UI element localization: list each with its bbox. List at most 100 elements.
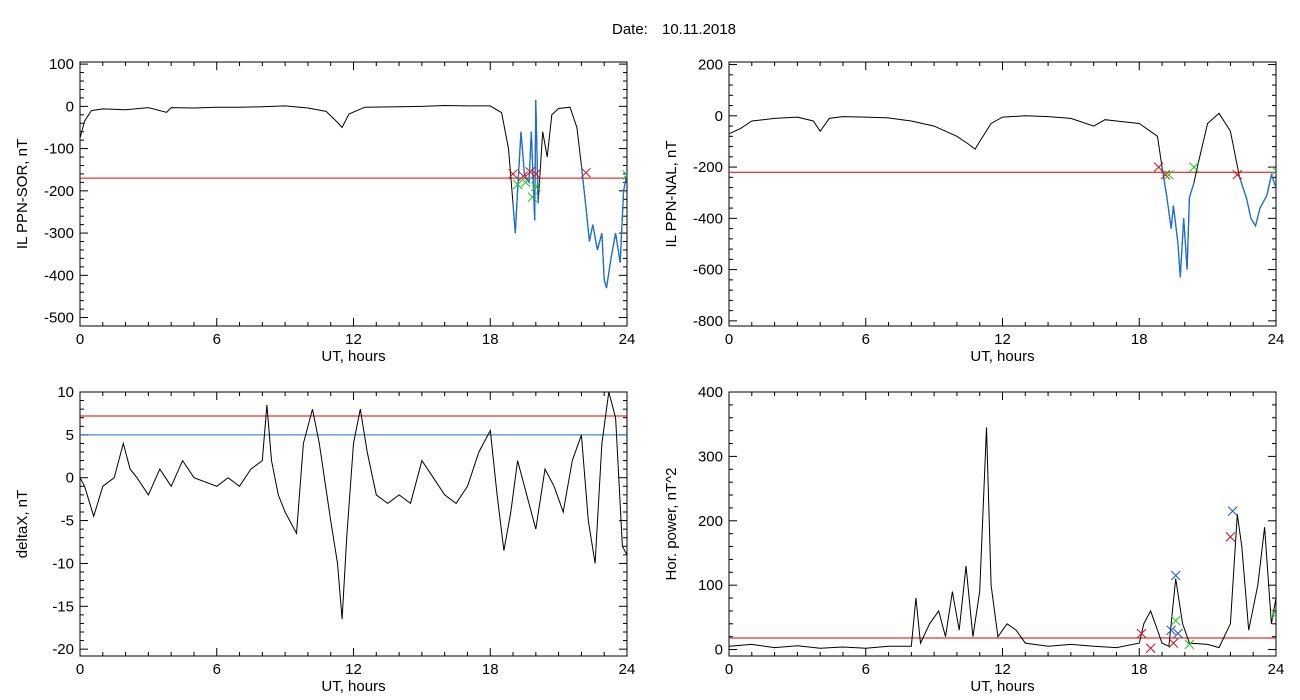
marker-blue-x (1227, 506, 1238, 516)
y-tick-label: -400 (44, 267, 74, 284)
marker-blue-x (1170, 570, 1181, 581)
x-tick-label: 24 (1268, 661, 1285, 678)
marker-green-x (1271, 166, 1276, 176)
marker-red-x (525, 166, 535, 177)
marker-stroke (1227, 506, 1238, 516)
y-tick-label: -5 (61, 513, 74, 530)
x-tick-label: 6 (862, 331, 870, 348)
marker-red-x (1136, 628, 1147, 639)
y-tick-label: -10 (52, 555, 74, 572)
y-axis-label: Hor. power, nT^2 (663, 468, 680, 581)
x-tick-label: 6 (213, 331, 221, 348)
series-blue-segment (580, 165, 627, 289)
panel-ppn-nal: 0 6 12 18 24 200 0 -200 -400 -600 -800 UT, hours IL … (663, 57, 1284, 365)
y-tick-label: 0 (715, 642, 723, 659)
x-tick-label: 24 (619, 331, 636, 348)
marker-red-x (1145, 643, 1156, 654)
x-tick-label: 18 (482, 661, 499, 678)
x-tick-label: 18 (1131, 331, 1148, 348)
marker-stroke (1170, 570, 1181, 581)
date-value: 10.11.2018 (662, 21, 736, 38)
series-line (80, 392, 627, 620)
series-line (729, 427, 1276, 649)
plot-frame (728, 391, 1277, 657)
data-area (729, 427, 1276, 654)
marker-red-x (1153, 162, 1164, 172)
x-tick-label: 18 (1131, 661, 1148, 678)
y-tick-label: -500 (44, 310, 74, 327)
panel-hor-power: 0 6 12 18 24 400 300 200 100 0 UT, hours Hor. power… (663, 384, 1284, 695)
marker-stroke (1271, 613, 1276, 619)
x-tick-label: 0 (76, 331, 84, 348)
x-axis-label: UT, hours (970, 348, 1034, 365)
marker-stroke (1189, 162, 1199, 172)
y-tick-label: 0 (715, 108, 723, 125)
marker-blue-x (1166, 625, 1177, 636)
y-tick-label: 10 (57, 384, 74, 401)
y-tick-label: -15 (52, 598, 74, 615)
plot-frame (728, 61, 1277, 327)
y-tick-label: 400 (698, 384, 723, 401)
x-tick-label: 18 (482, 331, 499, 348)
y-tick-label: 0 (66, 470, 74, 487)
y-tick-label: 5 (66, 427, 74, 444)
plot-frame (79, 61, 628, 327)
y-tick-label: 200 (698, 57, 723, 74)
marker-stroke (622, 174, 627, 180)
marker-green-x (622, 169, 627, 180)
marker-stroke (530, 181, 541, 192)
marker-blue-x (1173, 628, 1183, 639)
marker-stroke (530, 169, 541, 179)
series-blue-segment (1238, 172, 1276, 228)
marker-stroke (1232, 169, 1243, 180)
x-axis-label: UT, hours (970, 678, 1034, 695)
y-tick-label: -800 (693, 313, 723, 330)
marker-green-x (527, 192, 538, 203)
date-label: Date: (612, 21, 648, 38)
marker-red-x (530, 169, 541, 179)
marker-stroke (1166, 625, 1177, 636)
y-axis-label: IL PPN-NAL, nT (663, 141, 680, 248)
panel-ppn-sor: 0 6 12 18 24 100 0 -100 -200 -300 -400 -500 UT, hour… (14, 56, 635, 365)
marker-red-x (1168, 638, 1179, 648)
x-tick-label: 0 (725, 661, 733, 678)
x-tick-label: 6 (213, 661, 221, 678)
marker-stroke (1153, 162, 1164, 172)
marker-stroke (622, 169, 627, 176)
y-tick-label: -200 (693, 159, 723, 176)
marker-stroke (1271, 170, 1276, 176)
x-axis-label: UT, hours (321, 348, 385, 365)
marker-stroke (1225, 532, 1236, 542)
series-blue-segment (1161, 166, 1195, 278)
x-tick-label: 12 (345, 331, 362, 348)
marker-green-x (530, 181, 541, 192)
panel-deltax: 0 6 12 18 24 10 5 0 -5 -10 -15 -20 UT, hours deltaX, … (14, 384, 635, 695)
marker-green-x (1184, 639, 1195, 650)
y-tick-label: 100 (698, 577, 723, 594)
marker-green-x (1170, 615, 1181, 626)
marker-stroke (520, 177, 531, 188)
marker-stroke (1271, 609, 1276, 615)
marker-stroke (581, 167, 591, 178)
y-tick-label: 200 (698, 513, 723, 530)
marker-stroke (508, 169, 518, 179)
marker-red-x (1160, 169, 1171, 180)
marker-stroke (518, 171, 529, 181)
marker-green-x (1164, 169, 1174, 180)
y-tick-label: -300 (44, 225, 74, 242)
x-tick-label: 0 (76, 661, 84, 678)
data-area (80, 99, 627, 289)
marker-red-x (1225, 532, 1236, 542)
y-tick-label: -600 (693, 262, 723, 279)
series-line (729, 112, 1276, 278)
x-tick-label: 12 (345, 661, 362, 678)
marker-green-x (1189, 162, 1199, 172)
marker-stroke (1168, 638, 1179, 648)
x-tick-label: 0 (725, 331, 733, 348)
x-tick-label: 12 (994, 331, 1011, 348)
marker-green-x (512, 179, 523, 190)
y-tick-label: 0 (66, 98, 74, 115)
marker-stroke (512, 179, 523, 190)
